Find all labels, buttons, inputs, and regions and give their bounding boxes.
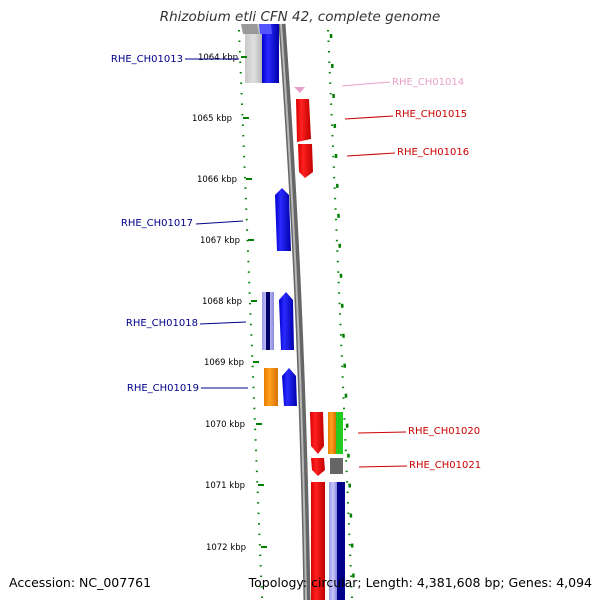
gene-label-rhe-ch01018: RHE_CH01018 (126, 318, 198, 329)
gene-rhe-ch01021-red (311, 458, 325, 476)
track-guide-outer (238, 29, 263, 599)
tick-label-1067: 1067 kbp (200, 236, 240, 246)
gene-block-navy-long (337, 482, 345, 600)
gene-label-rhe-ch01015: RHE_CH01015 (395, 109, 467, 120)
gene-label-rhe-ch01020: RHE_CH01020 (408, 426, 480, 437)
genome-backbone (278, 23, 311, 600)
gene-rhe-ch01020 (336, 412, 343, 454)
accession-text: Accession: NC_007761 (9, 575, 152, 590)
tick-marks (241, 56, 267, 548)
tick-label-1070: 1070 kbp (205, 420, 245, 430)
gene-rhe-ch01015 (296, 99, 311, 142)
gene-block-blue (262, 24, 279, 83)
gene-rhe-ch01017 (275, 188, 291, 251)
genome-title: Rhizobium etli CFN 42, complete genome (159, 9, 441, 25)
gene-rhe-ch01016 (298, 144, 313, 178)
tick-label-1065: 1065 kbp (192, 114, 232, 124)
gene-block-red-long (311, 482, 325, 600)
gene-block-grey (245, 24, 263, 83)
genome-backbone-highlight (280, 23, 307, 600)
gene-rhe-ch01018 (279, 292, 294, 350)
gene-rhe-ch01020-orange (328, 412, 336, 454)
gene-block-lav-long (329, 482, 337, 600)
genome-summary-text: Topology: circular; Length: 4,381,608 bp… (248, 575, 592, 590)
gene-label-rhe-ch01016: RHE_CH01016 (397, 147, 469, 158)
gene-rhe-ch01019 (282, 368, 297, 406)
gene-rhe-ch01014 (294, 87, 305, 93)
gene-rhe-ch01018-dark (266, 292, 270, 350)
tick-label-1071: 1071 kbp (205, 481, 245, 491)
tick-label-1068: 1068 kbp (202, 297, 242, 307)
gene-block-grey-top (241, 24, 259, 34)
track-guide-ticks (329, 33, 356, 591)
gene-rhe-ch01020-red (310, 412, 324, 454)
tick-label-1072: 1072 kbp (206, 543, 246, 553)
gene-label-rhe-ch01014: RHE_CH01014 (392, 77, 464, 88)
gene-label-rhe-ch01013: RHE_CH01013 (111, 54, 183, 65)
gene-label-rhe-ch01019: RHE_CH01019 (127, 383, 199, 394)
tick-label-1064: 1064 kbp (198, 53, 238, 63)
gene-label-rhe-ch01021: RHE_CH01021 (409, 460, 481, 471)
gene-rhe-ch01019-orange (264, 368, 278, 406)
gene-block-blue-top (259, 24, 272, 34)
track-guide-inner (327, 29, 353, 599)
gene-leader-lines (185, 58, 408, 468)
gene-label-rhe-ch01017: RHE_CH01017 (121, 218, 193, 229)
gene-rhe-ch01021 (330, 458, 343, 474)
tick-label-1069: 1069 kbp (204, 358, 244, 368)
tick-label-1066: 1066 kbp (197, 175, 237, 185)
